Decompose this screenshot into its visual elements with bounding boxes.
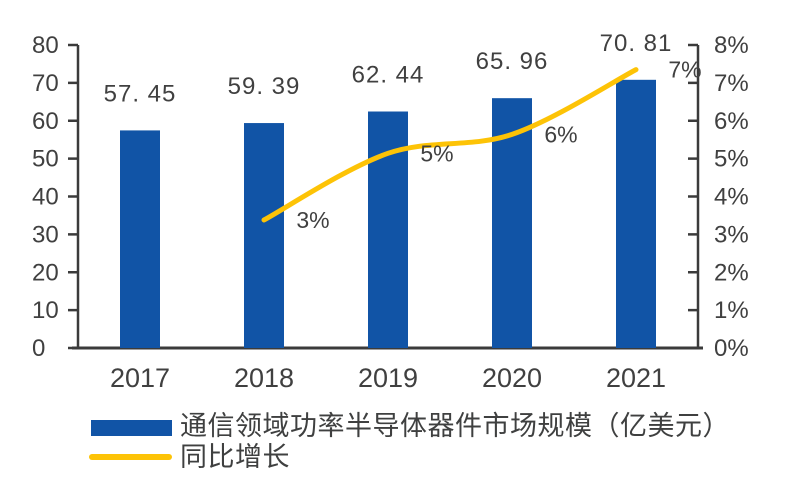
right-axis-tick-label: 5% [714, 146, 749, 173]
left-axis-tick-label: 30 [32, 221, 59, 248]
left-axis-tick-label: 20 [32, 259, 59, 286]
left-axis-tick-label: 40 [32, 184, 59, 211]
x-axis-category-label: 2018 [234, 363, 294, 393]
x-axis-category-label: 2020 [482, 363, 542, 393]
legend-label-market-size: 通信领域功率半导体器件市场规模（亿美元） [180, 411, 730, 441]
bar-value-label: 57. 45 [104, 80, 177, 107]
left-axis-tick-label: 10 [32, 297, 59, 324]
right-axis-tick-label: 4% [714, 184, 749, 211]
line-point-label: 7% [668, 57, 701, 83]
right-axis-tick-label: 2% [714, 259, 749, 286]
bar-2021 [616, 79, 656, 348]
yoy-growth-line [261, 67, 639, 223]
bar-2018 [244, 123, 284, 349]
legend-line-swatch [89, 454, 172, 460]
right-axis-tick-label: 3% [714, 221, 749, 248]
left-axis-tick-label: 70 [32, 70, 59, 97]
right-axis-tick-label: 6% [714, 108, 749, 135]
bar-value-label: 62. 44 [352, 62, 425, 89]
left-axis-tick-label: 60 [32, 108, 59, 135]
left-axis-tick-label: 80 [32, 32, 59, 59]
x-axis-category-label: 2017 [110, 363, 170, 393]
right-axis-tick-label: 8% [714, 32, 749, 59]
bar-value-label: 65. 96 [476, 48, 549, 75]
legend-bar-swatch [91, 420, 172, 436]
line-point-label: 5% [420, 140, 453, 166]
right-axis-tick-label: 1% [714, 297, 749, 324]
line-point-label: 6% [544, 121, 577, 147]
legend-label-yoy-growth: 同比增长 [180, 442, 290, 472]
line-point-label: 3% [296, 207, 329, 233]
left-axis-tick-label: 50 [32, 146, 59, 173]
right-axis-tick-label: 0% [714, 335, 749, 362]
left-axis-tick-label: 0 [32, 335, 45, 362]
bar-2017 [120, 130, 160, 348]
bar-value-label: 59. 39 [228, 73, 301, 100]
right-axis-tick-label: 7% [714, 70, 749, 97]
bar-value-label: 70. 81 [600, 30, 673, 57]
x-axis-category-label: 2019 [358, 363, 418, 393]
x-axis-category-label: 2021 [606, 363, 666, 393]
